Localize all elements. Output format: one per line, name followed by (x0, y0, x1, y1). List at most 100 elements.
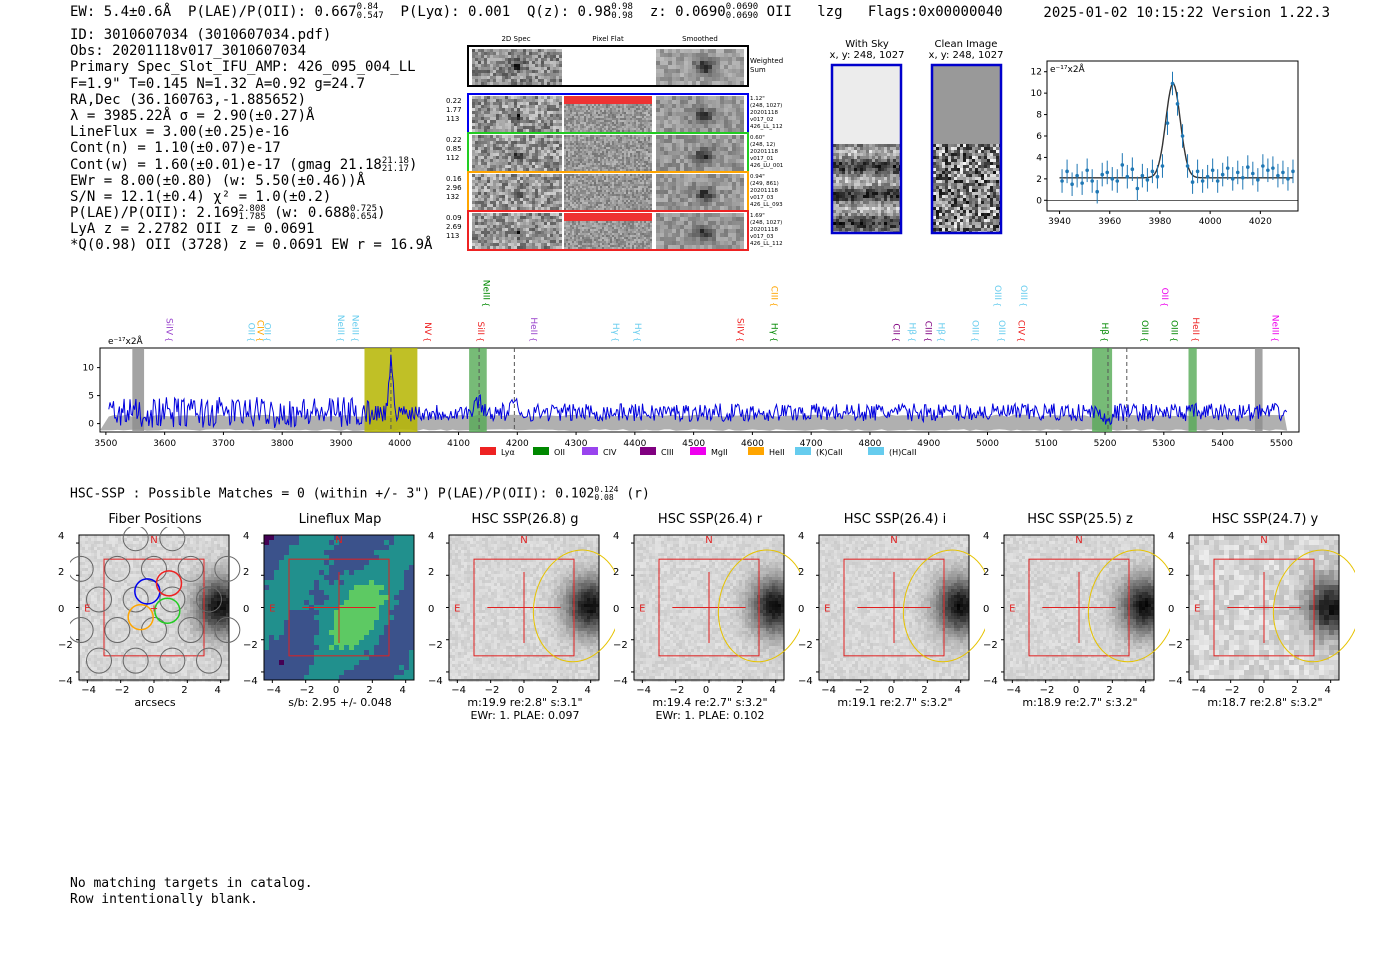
pixel (502, 111, 505, 114)
pixel (553, 114, 556, 117)
pixel (684, 135, 688, 139)
pixel (574, 108, 576, 110)
pixel (514, 117, 517, 120)
pixel (634, 124, 636, 126)
pixel (544, 207, 547, 210)
pixel (514, 70, 517, 73)
pixel (584, 122, 586, 124)
pixel (564, 186, 566, 188)
pixel (614, 139, 616, 141)
pixel (532, 201, 535, 204)
pixel (576, 163, 578, 165)
pixel (602, 198, 604, 200)
pixel (523, 204, 526, 207)
pixel (628, 174, 630, 176)
pixel (624, 169, 626, 171)
pixel (606, 159, 608, 161)
pixel (608, 188, 610, 190)
pixel (559, 180, 562, 183)
pixel (628, 176, 630, 178)
pixel (592, 155, 594, 157)
pixel (576, 149, 578, 151)
pixel (604, 204, 606, 206)
pixel (508, 120, 511, 123)
pixel (578, 159, 580, 161)
pixel (559, 219, 562, 222)
pixel (642, 163, 644, 165)
pixel (553, 195, 556, 198)
pixel (566, 159, 568, 161)
pixel (493, 114, 496, 117)
pixel (680, 190, 684, 194)
pixel (472, 225, 475, 228)
pixel (564, 153, 566, 155)
pixel (523, 144, 526, 147)
pixel (487, 55, 490, 58)
pixel (511, 52, 514, 55)
pixel (588, 186, 590, 188)
pixel (606, 198, 608, 200)
pixel (582, 180, 584, 182)
pixel (499, 52, 502, 55)
pixel (576, 106, 578, 108)
pixel (487, 237, 490, 240)
pixel (736, 120, 740, 124)
pixel (646, 167, 648, 169)
pixel (732, 147, 736, 151)
pixel (736, 49, 740, 53)
pixel (582, 178, 584, 180)
pixel (532, 73, 535, 76)
pixel (712, 100, 716, 104)
pixel (584, 118, 586, 120)
pixel (556, 231, 559, 234)
pixel (478, 240, 481, 243)
pixel (541, 168, 544, 171)
pixel (517, 180, 520, 183)
pixel (628, 122, 630, 124)
pixel (636, 196, 638, 198)
pixel (496, 135, 499, 138)
pixel (499, 228, 502, 231)
pixel (610, 145, 612, 147)
pixel (640, 149, 642, 151)
pixel (511, 198, 514, 201)
pixel (624, 147, 626, 149)
pixel (584, 116, 586, 118)
pixel (564, 130, 566, 132)
pixel (736, 198, 740, 202)
pixel (728, 174, 732, 178)
pixel (576, 128, 578, 130)
pixel (505, 114, 508, 117)
pixel (650, 161, 652, 163)
pixel (642, 153, 644, 155)
pixel (566, 186, 568, 188)
pixel (590, 198, 592, 200)
pixel (526, 120, 529, 123)
pixel (508, 117, 511, 120)
pixel (526, 126, 529, 129)
pixel (656, 151, 660, 155)
pixel (604, 200, 606, 202)
pixel (472, 237, 475, 240)
pixel (544, 111, 547, 114)
pixel (724, 151, 728, 155)
pixel (532, 237, 535, 240)
pixel (614, 153, 616, 155)
pixel (618, 198, 620, 200)
pixel (523, 67, 526, 70)
pixel (517, 150, 520, 153)
pixel (529, 198, 532, 201)
pixel (606, 192, 608, 194)
pixel (640, 163, 642, 165)
noise-block (564, 174, 652, 210)
pixel (472, 180, 475, 183)
pixel (648, 190, 650, 192)
pixel (572, 126, 574, 128)
pixel (529, 174, 532, 177)
pixel (547, 67, 550, 70)
pixel (712, 159, 716, 163)
pixel (472, 231, 475, 234)
fiber-note: 20201118 (750, 110, 778, 116)
pixel (520, 162, 523, 165)
pixel (672, 182, 676, 186)
